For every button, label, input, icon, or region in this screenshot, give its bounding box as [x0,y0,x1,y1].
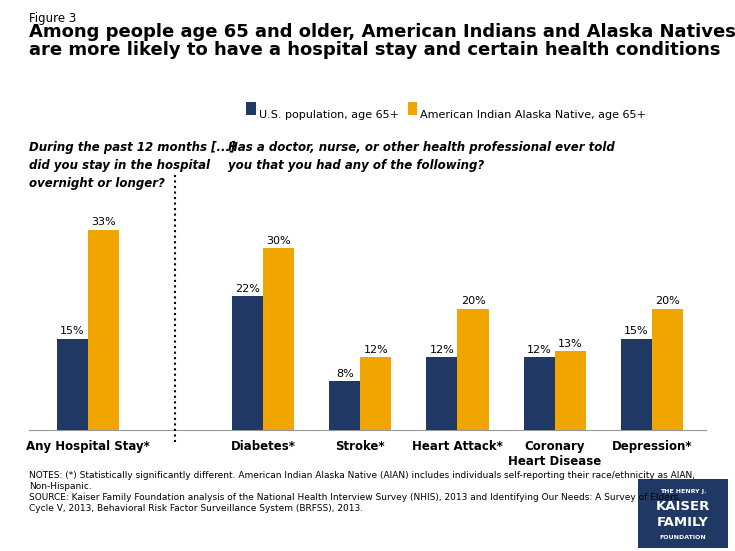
Text: FAMILY: FAMILY [657,516,709,528]
Text: Non-Hispanic.: Non-Hispanic. [29,482,92,491]
Bar [555,351,586,430]
Bar [232,296,263,430]
Text: KAISER: KAISER [656,500,710,514]
Text: 12%: 12% [527,344,551,355]
Text: 15%: 15% [60,326,85,337]
Bar [57,339,87,430]
Text: 12%: 12% [363,344,388,355]
Bar [621,339,652,430]
Text: Cycle V, 2013, Behavioral Risk Factor Surveillance System (BRFSS), 2013.: Cycle V, 2013, Behavioral Risk Factor Su… [29,504,364,512]
Bar [263,248,294,430]
Text: Among people age 65 and older, American Indians and Alaska Natives: Among people age 65 and older, American … [29,23,735,41]
Text: 12%: 12% [429,344,454,355]
Text: U.S. population, age 65+: U.S. population, age 65+ [259,110,398,120]
Text: Has a doctor, nurse, or other health professional ever told
you that you had any: Has a doctor, nurse, or other health pro… [228,141,614,171]
Text: 8%: 8% [336,369,354,379]
Text: American Indian Alaska Native, age 65+: American Indian Alaska Native, age 65+ [420,110,646,120]
Bar [87,230,119,430]
Text: 20%: 20% [656,296,680,306]
Text: During the past 12 months [...]
did you stay in the hospital
overnight or longer: During the past 12 months [...] did you … [29,141,236,190]
Text: 22%: 22% [235,284,259,294]
Bar [329,381,360,430]
Text: are more likely to have a hospital stay and certain health conditions: are more likely to have a hospital stay … [29,41,721,60]
Text: 30%: 30% [266,235,291,246]
Bar [523,357,555,430]
Text: NOTES: (*) Statistically significantly different. American Indian Alaska Native : NOTES: (*) Statistically significantly d… [29,471,695,480]
Bar [426,357,457,430]
Text: 13%: 13% [558,338,583,349]
Text: SOURCE: Kaiser Family Foundation analysis of the National Health Interview Surve: SOURCE: Kaiser Family Foundation analysi… [29,493,681,502]
Text: THE HENRY J.: THE HENRY J. [659,489,706,494]
Bar [360,357,391,430]
Text: 15%: 15% [624,326,649,337]
Bar [457,309,489,430]
Bar [652,309,684,430]
Text: 20%: 20% [461,296,485,306]
Text: FOUNDATION: FOUNDATION [659,534,706,540]
Text: Figure 3: Figure 3 [29,12,76,25]
Text: 33%: 33% [91,217,115,228]
